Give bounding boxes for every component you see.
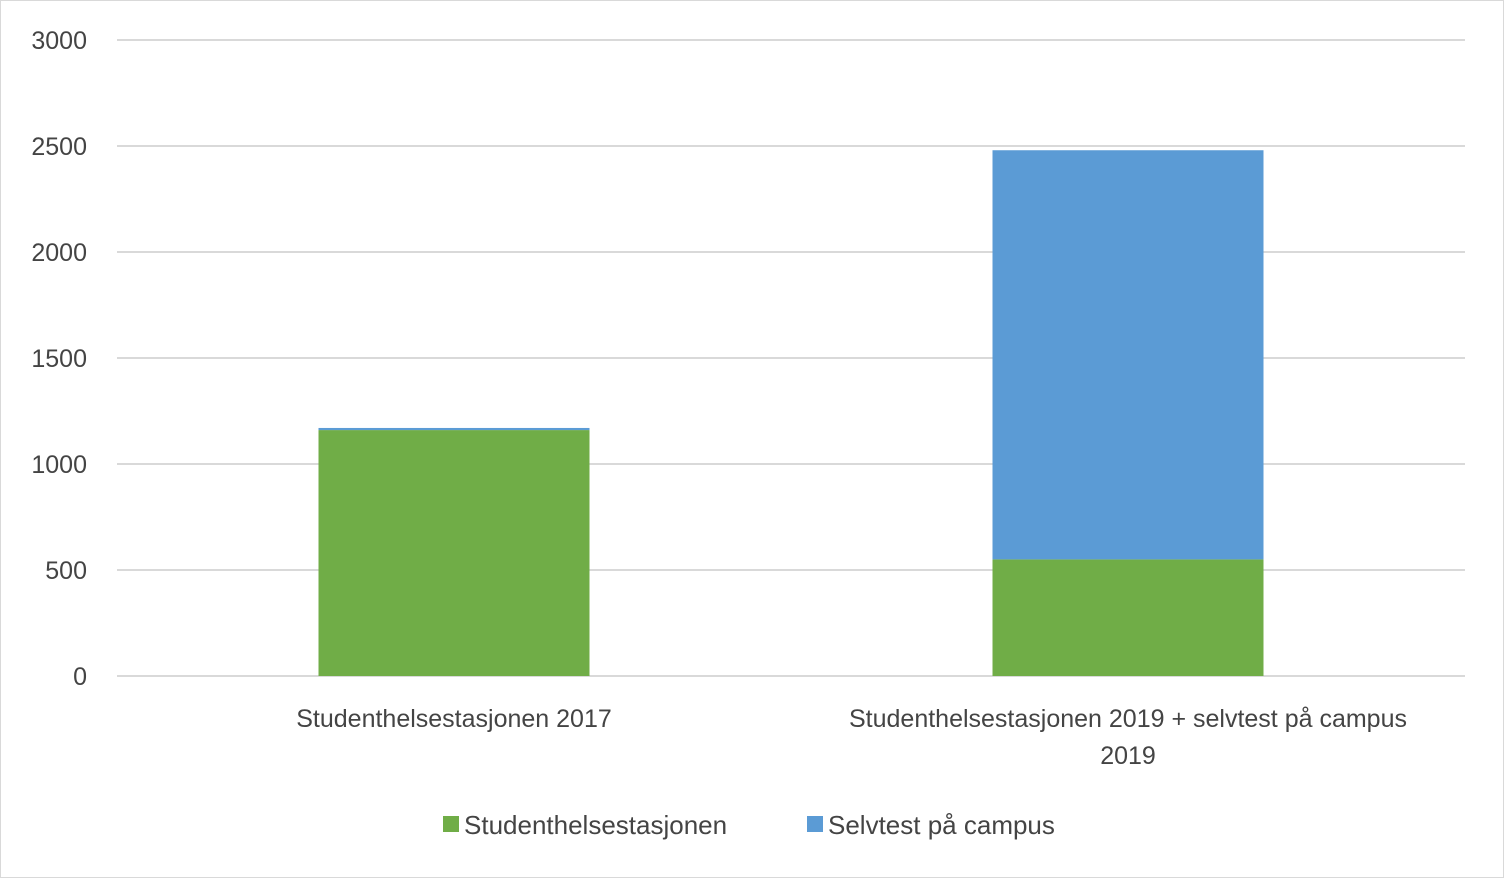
bar-segment-selvtest-p-campus-1	[992, 150, 1264, 560]
bars	[318, 150, 1264, 676]
y-tick-label: 2500	[31, 133, 87, 161]
x-category-label: Studenthelsestasjonen 2019 + selvtest på…	[849, 705, 1407, 733]
y-axis-tick-labels: 0 500 1000 1500 2000 2500 3000	[31, 27, 87, 691]
bar-segment-studenthelsestasjonen-0	[318, 430, 590, 676]
bar-segment-selvtest-p-campus-0	[318, 427, 590, 431]
legend-label: Studenthelsestasjonen	[464, 810, 727, 840]
y-tick-label: 500	[45, 557, 87, 585]
y-tick-label: 1500	[31, 345, 87, 373]
x-category-label: 2019	[1100, 742, 1156, 770]
y-tick-label: 2000	[31, 239, 87, 267]
x-axis-category-labels: Studenthelsestasjonen 2017 Studenthelsest…	[296, 705, 1407, 770]
legend: Studenthelsestasjonen Selvtest på campus	[443, 810, 1055, 840]
legend-swatch-1	[807, 816, 823, 832]
x-category-label: Studenthelsestasjonen 2017	[296, 705, 612, 733]
y-tick-label: 0	[73, 663, 87, 691]
y-tick-label: 3000	[31, 27, 87, 55]
legend-label: Selvtest på campus	[828, 810, 1055, 840]
bar-segment-studenthelsestasjonen-1	[992, 559, 1264, 676]
y-tick-label: 1000	[31, 451, 87, 479]
legend-swatch-0	[443, 816, 459, 832]
